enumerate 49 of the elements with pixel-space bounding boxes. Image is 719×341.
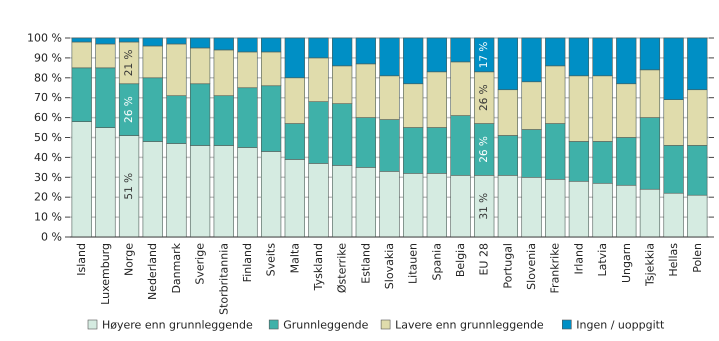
legend-label: Lavere enn grunnleggende — [395, 318, 544, 332]
x-tick-label: Spania — [430, 243, 444, 280]
x-tick-label: Nederland — [146, 243, 160, 300]
y-tick-label: 0 % — [41, 230, 62, 244]
x-tick-label: Estland — [359, 243, 372, 284]
x-tick-label: Danmark — [170, 242, 183, 294]
y-tick-label: 10 % — [34, 210, 62, 224]
y-tick-label: 70 % — [34, 91, 62, 104]
data-label: 26 % — [478, 84, 490, 112]
x-tick-label: Portugal — [501, 243, 514, 289]
x-tick-label: Storbritannia — [217, 243, 230, 315]
legend-label: Grunnleggende — [283, 318, 369, 332]
x-tick-label: Hellas — [667, 242, 680, 277]
x-tick-label: Sverige — [194, 242, 207, 285]
x-tick-label: EU 28 — [478, 243, 491, 276]
x-tick-label: Latvia — [596, 243, 610, 276]
x-tick-label: Belgia — [454, 243, 468, 278]
y-tick-label: 20 % — [34, 190, 62, 204]
x-tick-label: Irland — [572, 243, 586, 275]
legend-label: Ingen / uoppgitt — [576, 318, 665, 332]
x-tick-label: Island — [75, 243, 88, 276]
data-label: 26 % — [123, 96, 136, 123]
data-label: 21 % — [123, 50, 136, 76]
data-label: 51 % — [123, 172, 136, 200]
x-tick-label: Frankrike — [548, 242, 562, 294]
x-tick-label: Norge — [122, 242, 136, 276]
data-label: 31 % — [478, 192, 490, 220]
y-tick-label: 30 % — [34, 170, 62, 184]
x-tick-label: Østerrike — [336, 242, 349, 294]
x-tick-label: Malta — [288, 243, 302, 274]
x-tick-label: Litauen — [406, 242, 420, 284]
data-label: 17 % — [478, 42, 490, 68]
x-tick-label: Sveits — [264, 242, 278, 276]
x-tick-label: Slovakia — [383, 243, 396, 290]
x-tick-label: Tyskland — [312, 243, 325, 292]
x-tick-label: Slovenia — [525, 243, 538, 290]
y-tick-label: 80 % — [34, 71, 62, 84]
x-tick-label: Tsjekkia — [643, 243, 656, 287]
x-tick-label: Polen — [690, 242, 704, 273]
y-tick-label: 100 % — [27, 32, 62, 44]
y-tick-label: 50 % — [34, 131, 62, 144]
y-tick-label: 40 % — [34, 150, 62, 164]
x-tick-label: Luxemburg — [98, 243, 112, 305]
y-tick-label: 90 % — [34, 51, 62, 64]
x-tick-label: Ungarn — [620, 242, 633, 284]
legend-label: Høyere enn grunnleggende — [102, 318, 253, 332]
y-tick-label: 60 % — [34, 111, 62, 124]
x-tick-label: Finland — [240, 243, 254, 282]
data-label: 26 % — [478, 136, 490, 163]
